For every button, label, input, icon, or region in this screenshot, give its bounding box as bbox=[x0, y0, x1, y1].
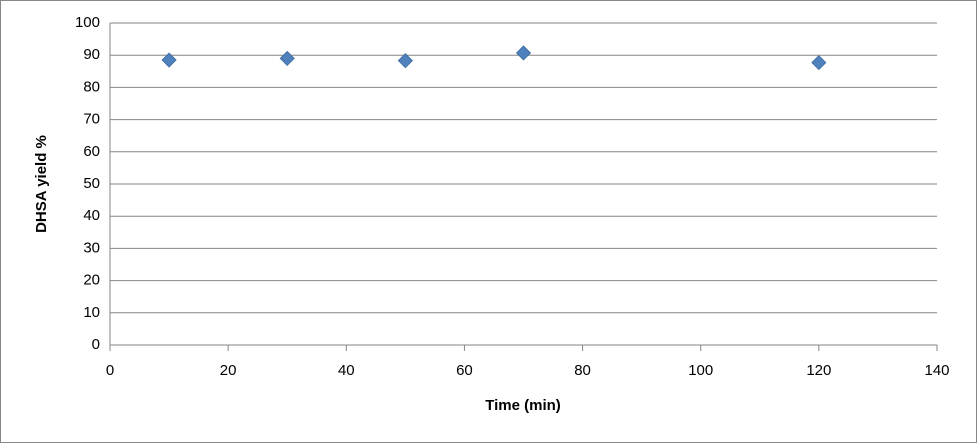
x-tick-label: 0 bbox=[106, 362, 114, 379]
y-tick-label: 40 bbox=[83, 207, 100, 224]
x-tick-label: 140 bbox=[924, 362, 949, 379]
y-tick-label: 100 bbox=[75, 14, 100, 31]
point bbox=[161, 52, 177, 68]
x-axis-title: Time (min) bbox=[485, 397, 561, 414]
y-tick-label: 10 bbox=[83, 304, 100, 321]
point bbox=[515, 45, 532, 61]
y-tick-label: 90 bbox=[83, 46, 100, 63]
point bbox=[397, 53, 413, 69]
y-tick-label: 0 bbox=[92, 336, 100, 353]
x-tick-label: 40 bbox=[338, 362, 355, 379]
point bbox=[811, 55, 827, 71]
x-tick-label: 120 bbox=[806, 362, 831, 379]
x-tick-label: 100 bbox=[688, 362, 713, 379]
y-tick-label: 80 bbox=[83, 78, 100, 95]
x-tick-label: 60 bbox=[456, 362, 473, 379]
y-axis-title: DHSA yield % bbox=[33, 135, 50, 233]
x-tick-label: 20 bbox=[220, 362, 237, 379]
y-tick-label: 70 bbox=[83, 111, 100, 128]
y-tick-label: 60 bbox=[83, 143, 100, 160]
x-tick-label: 80 bbox=[574, 362, 591, 379]
y-tick-label: 30 bbox=[83, 239, 100, 256]
point bbox=[279, 50, 295, 66]
y-tick-label: 20 bbox=[83, 272, 100, 289]
y-tick-label: 50 bbox=[83, 175, 100, 192]
